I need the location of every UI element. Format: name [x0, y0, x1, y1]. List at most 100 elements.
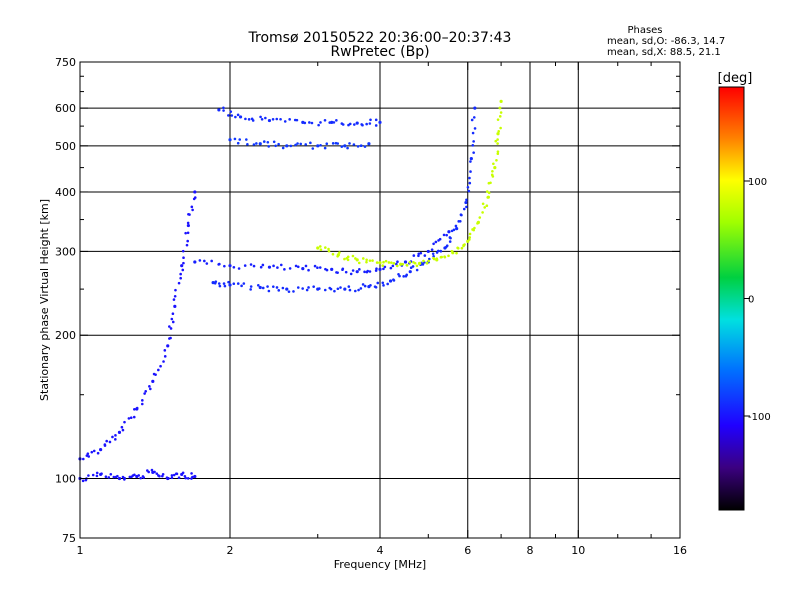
data-point: [279, 263, 283, 267]
data-point: [296, 286, 300, 289]
series-trace: [316, 99, 503, 268]
data-point: [150, 468, 154, 472]
data-point: [129, 416, 133, 420]
data-point: [451, 251, 455, 255]
data-point: [463, 243, 466, 246]
data-point: [198, 259, 202, 262]
data-point: [468, 232, 472, 236]
x-tick-label: 16: [673, 544, 687, 557]
data-point: [307, 286, 310, 289]
data-point: [378, 267, 382, 272]
data-point: [252, 264, 256, 268]
data-point: [374, 269, 378, 272]
data-point: [319, 143, 322, 147]
data-point: [487, 191, 491, 195]
data-point: [417, 254, 420, 258]
data-point: [331, 252, 335, 256]
data-point: [295, 118, 299, 122]
data-point: [271, 117, 275, 121]
data-point: [348, 122, 352, 126]
data-point: [340, 145, 344, 148]
data-point: [413, 261, 417, 265]
data-point: [423, 254, 427, 257]
data-point: [186, 477, 190, 480]
data-point: [473, 226, 476, 230]
data-point: [193, 190, 197, 194]
data-point: [489, 181, 492, 185]
data-point: [186, 231, 190, 235]
data-point: [299, 142, 303, 146]
data-point: [355, 258, 359, 262]
data-point: [359, 144, 363, 147]
data-point: [174, 288, 177, 292]
data-point: [242, 282, 246, 285]
data-point: [375, 261, 379, 264]
data-point: [368, 259, 372, 262]
data-point: [319, 121, 322, 124]
data-point: [445, 233, 448, 237]
data-point: [355, 121, 359, 125]
data-point: [434, 240, 438, 244]
data-point: [411, 265, 415, 268]
y-axis-label: Stationary phase Virtual Height [km]: [38, 199, 51, 401]
data-point: [184, 231, 187, 235]
data-point: [471, 144, 475, 147]
data-point: [272, 264, 275, 268]
data-point: [496, 152, 500, 156]
data-point: [395, 264, 399, 268]
y-tick-label: 200: [55, 329, 76, 342]
data-point: [496, 138, 499, 141]
data-point: [367, 142, 371, 146]
data-point: [343, 257, 346, 261]
data-point: [396, 260, 399, 264]
data-point: [415, 264, 419, 268]
data-point: [87, 474, 90, 477]
data-point: [468, 236, 472, 239]
data-point: [186, 223, 190, 228]
data-point: [361, 283, 365, 286]
colorbar-tick-label: -100: [748, 412, 771, 423]
data-point: [117, 430, 122, 434]
data-point: [332, 121, 336, 124]
data-point: [191, 208, 194, 212]
data-point: [163, 349, 167, 352]
data-point: [168, 325, 171, 328]
data-point: [289, 144, 293, 148]
data-point: [344, 270, 348, 274]
data-point: [234, 115, 237, 119]
phase-statistics: Phases mean, sd,O: -86.3, 14.7 mean, sd,…: [607, 25, 725, 58]
data-point: [356, 145, 360, 148]
data-point: [170, 476, 174, 480]
data-point: [285, 287, 289, 291]
data-point: [267, 265, 272, 269]
data-point: [470, 118, 474, 122]
data-point: [258, 285, 262, 290]
data-point: [447, 230, 451, 234]
data-point: [109, 472, 113, 476]
data-point: [403, 260, 408, 264]
data-point: [346, 258, 350, 262]
data-point: [478, 216, 482, 219]
x-tick-label: 6: [464, 544, 471, 557]
data-point: [355, 270, 359, 274]
chart-title: Tromsø 20150522 20:36:00–20:37:43: [248, 30, 512, 46]
data-point: [348, 142, 351, 145]
y-tick-label: 400: [55, 186, 76, 199]
x-axis-label: Frequency [MHz]: [334, 558, 426, 571]
data-point: [435, 257, 439, 260]
data-point: [181, 268, 185, 272]
data-point: [185, 243, 189, 247]
data-point: [159, 364, 162, 368]
data-point: [259, 115, 262, 119]
data-point: [460, 246, 464, 250]
data-point: [469, 160, 472, 163]
data-point: [107, 476, 111, 479]
x-tick-label: 4: [377, 544, 384, 557]
data-point: [132, 415, 136, 419]
x-tick-label: 1: [77, 544, 84, 557]
data-point: [260, 117, 264, 121]
y-tick-label: 100: [55, 473, 76, 486]
data-point: [255, 142, 258, 145]
data-point: [179, 272, 182, 276]
